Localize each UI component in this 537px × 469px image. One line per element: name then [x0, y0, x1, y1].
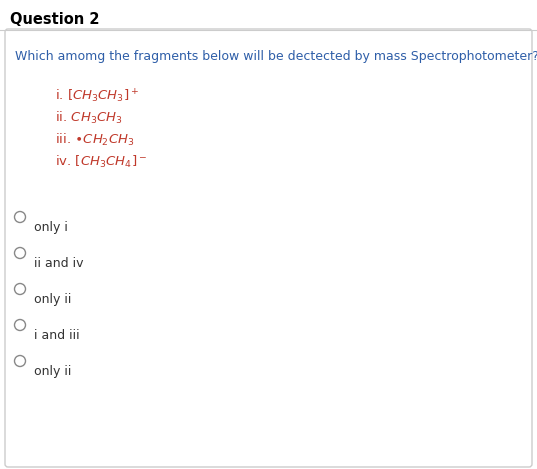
Text: iv. $[CH_3CH_4]^-$: iv. $[CH_3CH_4]^-$	[55, 154, 147, 170]
Text: Question 2: Question 2	[10, 12, 99, 27]
Text: i and iii: i and iii	[34, 329, 79, 342]
Text: Which amomg the fragments below will be dectected by mass Spectrophotometer?: Which amomg the fragments below will be …	[15, 50, 537, 63]
Text: i. $[CH_3CH_3]^+$: i. $[CH_3CH_3]^+$	[55, 88, 139, 106]
Text: only ii: only ii	[34, 293, 71, 306]
FancyBboxPatch shape	[5, 29, 532, 467]
Text: only i: only i	[34, 221, 68, 234]
Text: ii. $CH_3CH_3$: ii. $CH_3CH_3$	[55, 110, 122, 126]
Text: iii. $\bullet CH_2CH_3$: iii. $\bullet CH_2CH_3$	[55, 132, 135, 148]
Text: only ii: only ii	[34, 365, 71, 378]
Text: ii and iv: ii and iv	[34, 257, 83, 270]
